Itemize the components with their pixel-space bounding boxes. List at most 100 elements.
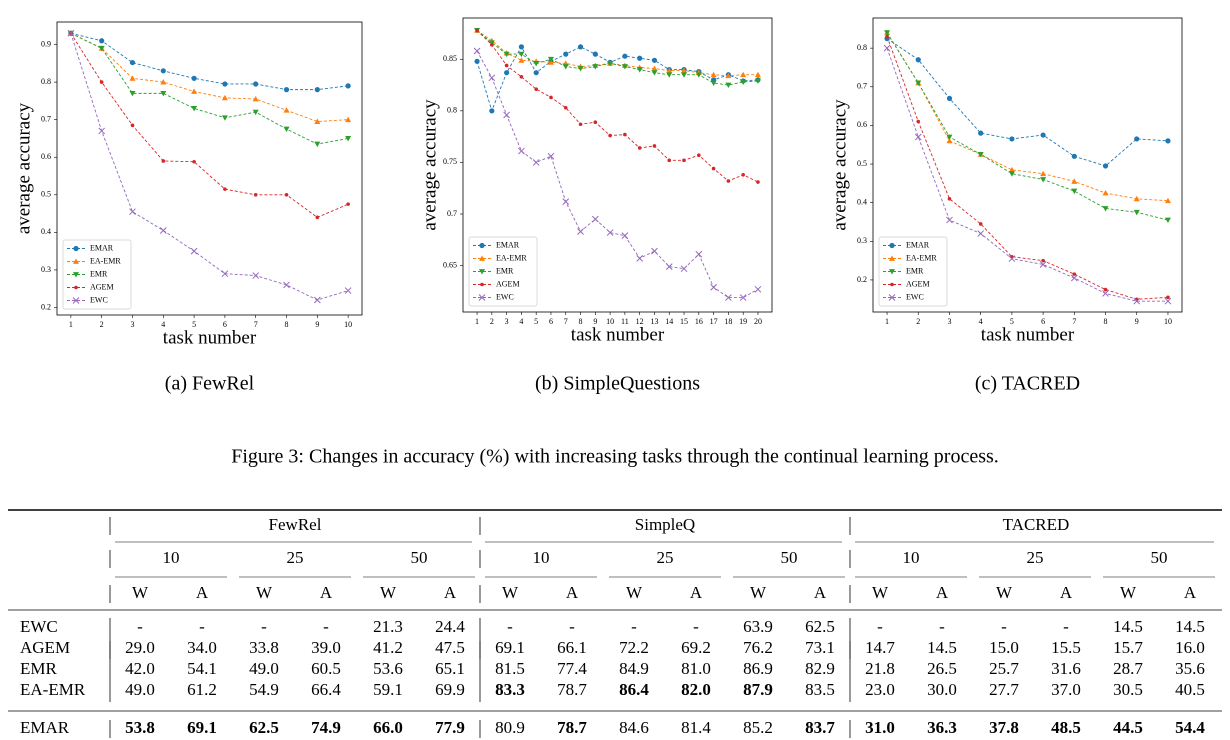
marker xyxy=(98,127,106,135)
marker xyxy=(725,82,732,89)
x-tick-label: 4 xyxy=(161,320,165,329)
marker xyxy=(488,74,496,82)
marker xyxy=(710,283,717,291)
table-cell: 25.7 xyxy=(989,659,1019,678)
group-header: TACRED xyxy=(1003,515,1070,534)
table-cell: 65.1 xyxy=(435,659,465,678)
chart-caption: (a) FewRel xyxy=(165,373,255,395)
legend-label: EWC xyxy=(90,295,108,304)
table-cell: 31.6 xyxy=(1051,659,1081,678)
group-header: SimpleQ xyxy=(635,515,695,534)
table-cell: 69.1 xyxy=(187,718,217,737)
marker xyxy=(1133,297,1141,305)
table-cell: 33.8 xyxy=(249,638,279,657)
legend-label: AGEM xyxy=(906,279,930,288)
marker xyxy=(885,34,889,39)
marker xyxy=(1008,171,1015,177)
x-tick-label: 2 xyxy=(490,317,494,326)
x-tick-label: 18 xyxy=(724,317,732,326)
marker xyxy=(621,232,629,240)
marker xyxy=(284,192,289,197)
marker xyxy=(577,44,584,50)
marker xyxy=(651,57,658,63)
y-axis-label: average accuracy xyxy=(13,102,34,234)
table-cell: 37.0 xyxy=(1051,680,1081,699)
table-cell: 81.0 xyxy=(681,659,711,678)
marker xyxy=(741,173,745,177)
table-cell: - xyxy=(939,617,945,636)
series-line xyxy=(886,32,1169,221)
y-tick-label: 0.2 xyxy=(857,275,867,284)
marker xyxy=(314,118,321,124)
legend-box xyxy=(878,236,948,307)
table-cell: 34.0 xyxy=(187,638,217,657)
x-tick-label: 7 xyxy=(254,320,258,329)
table-cell: 69.9 xyxy=(435,680,465,699)
marker xyxy=(74,285,78,290)
table-cell: 69.2 xyxy=(681,638,711,657)
legend-label: AGEM xyxy=(496,279,520,288)
table-cell: 41.2 xyxy=(373,638,403,657)
marker xyxy=(160,90,167,97)
group-header: FewRel xyxy=(269,515,322,534)
split-header: 25 xyxy=(287,548,304,567)
marker xyxy=(695,72,702,78)
marker xyxy=(475,28,479,33)
marker xyxy=(682,158,686,163)
table-cell: 15.5 xyxy=(1051,638,1081,657)
marker xyxy=(474,58,480,64)
row-method: EWC xyxy=(20,617,58,636)
table-cell: 86.4 xyxy=(619,680,649,699)
y-axis-label: average accuracy xyxy=(419,99,440,231)
marker xyxy=(129,59,136,66)
legend-label: EMR xyxy=(496,266,514,275)
split-header: 50 xyxy=(411,548,428,567)
marker xyxy=(946,95,953,101)
metric-header: A xyxy=(444,583,457,602)
marker xyxy=(252,96,259,102)
marker xyxy=(503,51,510,58)
x-tick-label: 16 xyxy=(695,317,703,326)
marker xyxy=(754,285,762,293)
x-tick-label: 1 xyxy=(885,317,889,326)
marker xyxy=(129,75,136,81)
marker xyxy=(915,57,921,63)
metric-header: A xyxy=(196,583,209,602)
series-line xyxy=(476,45,758,113)
y-tick-label: 0.5 xyxy=(857,159,867,168)
marker xyxy=(946,137,953,144)
metric-header: W xyxy=(872,583,889,602)
marker xyxy=(652,144,657,148)
marker xyxy=(946,216,953,224)
y-tick-label: 0.2 xyxy=(41,302,51,311)
marker xyxy=(314,141,321,148)
x-tick-label: 6 xyxy=(223,320,227,329)
row-method: EMR xyxy=(20,659,58,678)
table-cell: - xyxy=(631,617,637,636)
marker xyxy=(1134,136,1140,142)
marker xyxy=(754,71,761,78)
marker xyxy=(518,57,525,63)
x-tick-label: 8 xyxy=(1104,317,1108,326)
marker xyxy=(978,130,984,136)
table-cell: 44.5 xyxy=(1113,718,1143,737)
metric-header: W xyxy=(750,583,767,602)
table-cell: 26.5 xyxy=(927,659,957,678)
marker xyxy=(681,72,688,78)
table-cell: 81.5 xyxy=(495,659,525,678)
legend-label: EWC xyxy=(496,292,514,301)
table-cell: 82.0 xyxy=(681,680,711,699)
marker xyxy=(1070,274,1078,282)
marker xyxy=(977,230,985,237)
marker xyxy=(1166,295,1170,300)
marker xyxy=(129,90,136,97)
table-cell: 49.0 xyxy=(249,659,279,678)
table-cell: 62.5 xyxy=(805,617,835,636)
table-cell: 39.0 xyxy=(311,638,341,657)
marker xyxy=(916,119,921,124)
x-tick-label: 7 xyxy=(1072,317,1076,326)
marker xyxy=(283,107,290,113)
marker xyxy=(489,108,495,114)
marker xyxy=(889,242,895,249)
